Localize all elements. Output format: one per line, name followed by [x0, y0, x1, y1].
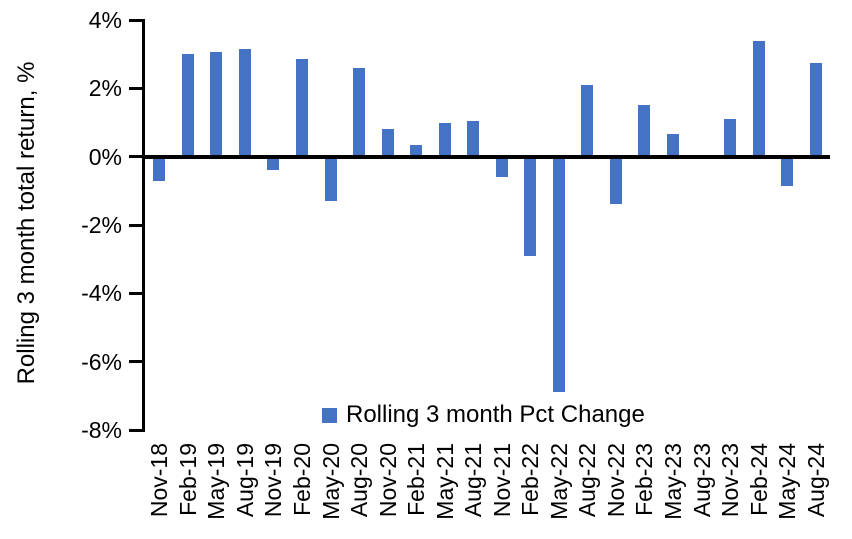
bar-may-19	[210, 52, 223, 157]
y-axis-tick	[129, 428, 142, 432]
y-axis-tick	[129, 155, 142, 159]
y-axis-tick	[129, 291, 142, 295]
bar-feb-23	[638, 105, 651, 157]
x-axis-tick-label: Nov-20	[374, 443, 401, 518]
x-axis-tick-label: Aug-24	[802, 443, 829, 518]
bar-may-21	[438, 122, 451, 157]
x-axis-tick-label: Nov-23	[717, 443, 744, 518]
bar-may-20	[324, 156, 337, 202]
x-axis-tick-label: May-19	[203, 443, 230, 520]
bar-aug-21	[467, 120, 480, 157]
y-axis-tick	[129, 86, 142, 90]
bar-nov-23	[724, 119, 737, 157]
x-axis-tick-label: Aug-23	[688, 443, 715, 518]
y-axis-tick	[129, 223, 142, 227]
y-axis-tick-label: -6%	[81, 348, 122, 375]
bar-aug-20	[353, 67, 366, 157]
bar-feb-21	[410, 144, 423, 157]
x-axis-zero-line	[142, 154, 830, 159]
y-axis-line	[142, 18, 145, 432]
bar-nov-18	[153, 156, 166, 181]
x-axis-tick-label: May-22	[545, 443, 572, 520]
x-axis-tick-label: May-24	[774, 443, 801, 520]
x-axis-tick-label: Nov-18	[146, 443, 173, 518]
x-axis-tick-label: Feb-19	[174, 443, 201, 516]
x-axis-tick-label: Feb-23	[631, 443, 658, 516]
x-axis-tick-label: Feb-20	[288, 443, 315, 516]
x-axis-tick-label: Nov-21	[488, 443, 515, 518]
y-axis-tick-label: -4%	[81, 280, 122, 307]
y-axis-tick	[129, 18, 142, 22]
x-axis-tick-label: Aug-22	[574, 443, 601, 518]
bar-aug-22	[581, 84, 594, 157]
x-axis-tick-label: May-23	[660, 443, 687, 520]
bar-may-23	[667, 134, 680, 157]
bar-may-22	[552, 156, 565, 393]
x-axis-tick-label: Feb-24	[745, 443, 772, 516]
x-axis-tick-label: Aug-19	[231, 443, 258, 518]
x-axis-tick-label: Aug-20	[346, 443, 373, 518]
y-axis-tick-label: 2%	[88, 75, 122, 102]
y-axis-tick-label: 4%	[88, 7, 122, 33]
x-axis-tick-label: May-20	[317, 443, 344, 520]
x-axis-tick-label: Nov-19	[260, 443, 287, 518]
x-axis-tick-label: May-21	[431, 443, 458, 520]
legend: Rolling 3 month Pct Change	[322, 401, 645, 429]
bar-nov-19	[267, 156, 280, 171]
bar-aug-19	[238, 49, 251, 157]
bar-may-24	[781, 156, 794, 186]
y-axis-tick-label: -2%	[81, 212, 122, 238]
bar-feb-24	[752, 40, 765, 157]
bar-feb-19	[181, 54, 194, 157]
bar-nov-20	[381, 129, 394, 157]
bar-aug-24	[809, 62, 822, 157]
bar-nov-21	[495, 156, 508, 178]
y-axis-tick-label: 0%	[88, 143, 122, 170]
bar-nov-22	[609, 156, 622, 205]
y-axis-tick	[129, 360, 142, 364]
legend-label: Rolling 3 month Pct Change	[346, 401, 645, 428]
x-axis-tick-label: Feb-22	[517, 443, 544, 516]
legend-marker-icon	[322, 407, 337, 423]
x-axis-tick-label: Feb-21	[403, 443, 430, 516]
bar-feb-20	[295, 59, 308, 157]
y-axis-tick-label: -8%	[81, 417, 122, 443]
x-axis-tick-label: Aug-21	[460, 443, 487, 518]
bar-feb-22	[524, 156, 537, 256]
x-axis-tick-label: Nov-22	[602, 443, 629, 518]
